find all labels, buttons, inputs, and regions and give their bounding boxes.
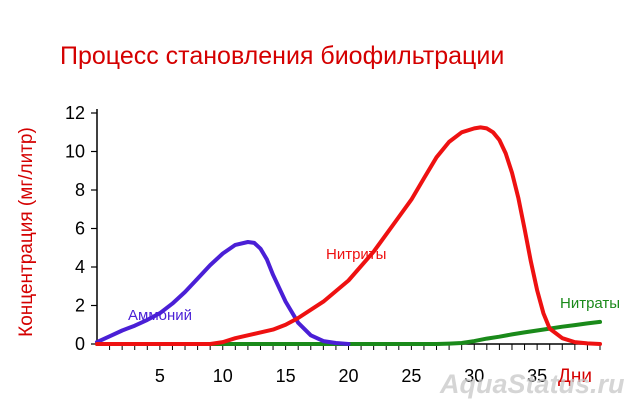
y-tick-label: 6 — [75, 219, 85, 239]
series-label-2: Нитраты — [560, 295, 620, 312]
x-tick-label: 10 — [213, 366, 233, 386]
series-line-2 — [95, 319, 602, 346]
x-tick-label: 25 — [401, 366, 421, 386]
x-tick-label: 30 — [464, 366, 484, 386]
y-axis-label: Концентрация (мг/литр) — [16, 127, 37, 337]
series-line-1 — [95, 125, 602, 346]
chart-title: Процесс становления биофильтрации — [60, 42, 504, 70]
x-axis-label: Дни — [558, 366, 592, 387]
series-label-0: Аммоний — [128, 307, 192, 324]
y-tick-label: 8 — [75, 180, 85, 200]
y-tick-label: 2 — [75, 296, 85, 316]
x-tick-label: 15 — [276, 366, 296, 386]
y-tick-label: 4 — [75, 257, 85, 277]
y-tick-label: 10 — [65, 142, 85, 162]
y-tick-label: 0 — [75, 334, 85, 354]
series-line-0 — [95, 240, 351, 346]
x-tick-label: 20 — [338, 366, 358, 386]
series-layer — [95, 125, 602, 346]
watermark: AquaStatus.ru — [439, 369, 625, 399]
series-label-1: Нитриты — [326, 246, 386, 263]
x-tick-label: 5 — [155, 366, 165, 386]
y-tick-label: 12 — [65, 103, 85, 123]
x-tick-label: 35 — [527, 366, 547, 386]
series-labels: Аммоний Нитриты Нитраты — [128, 246, 620, 324]
